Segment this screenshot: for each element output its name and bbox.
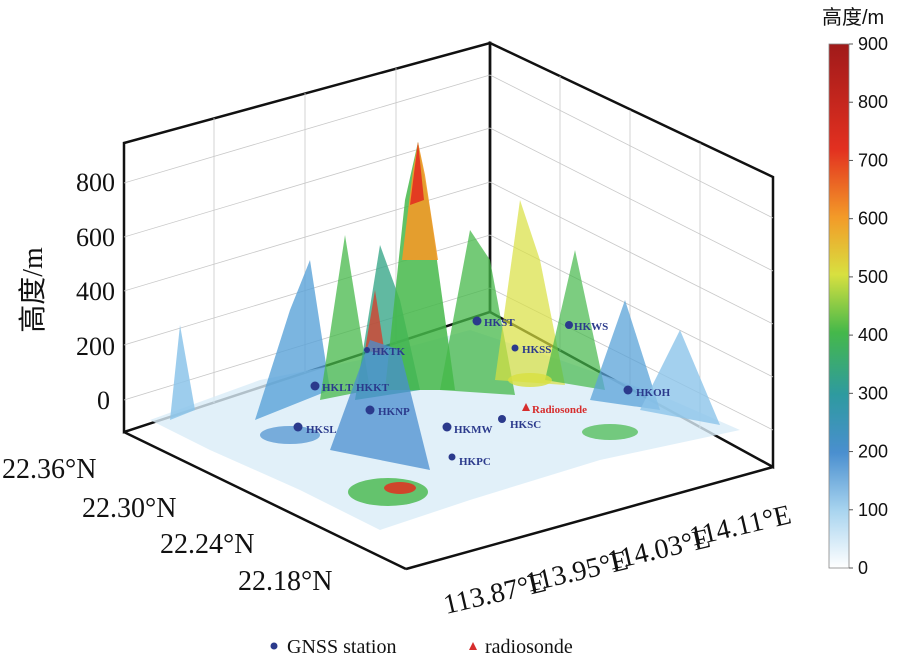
z-tick-label: 600 [76, 223, 115, 252]
gnss-station-marker [472, 316, 482, 326]
legend-gnss-marker [270, 642, 278, 650]
terrain-island-west [260, 426, 320, 444]
radiosonde-marker [522, 403, 530, 411]
terrain-ridge-b [320, 235, 370, 400]
y-tick-label: 22.18°N [238, 566, 332, 597]
gnss-station-label: HKKT [356, 382, 390, 394]
gnss-station-marker [442, 422, 452, 432]
terrain-ridge-h [640, 330, 720, 425]
z-tick-label: 800 [76, 168, 115, 197]
y-axis: 22.36°N 22.30°N 22.24°N 22.18°N [2, 454, 332, 597]
colorbar: 高度/m 0 100 200 300 400 500 600 700 800 900 [822, 6, 888, 578]
box-front-bottom-left-edge [123, 430, 407, 571]
x-axis: 113.87°E 113.95°E 114.03°E 114.11°E [441, 499, 795, 620]
colorbar-tick-label: 800 [858, 92, 888, 112]
gnss-station-marker [565, 321, 573, 329]
gnss-station-marker [448, 453, 456, 461]
y-tick-label: 22.36°N [2, 454, 96, 485]
radiosonde-label: Radiosonde [532, 404, 587, 416]
gnss-station-label: HKOH [636, 387, 671, 399]
terrain-ridge-a [255, 260, 330, 420]
z-axis: 800 600 400 200 0 高度/m [17, 168, 115, 415]
colorbar-tick-label: 500 [858, 267, 888, 287]
gnss-station-marker [498, 415, 506, 423]
colorbar-tick-label: 700 [858, 150, 888, 170]
gnss-station-marker [310, 381, 320, 391]
colorbar-tick-label: 600 [858, 209, 888, 229]
colorbar-gradient [828, 43, 850, 569]
terrain-south-hills [330, 340, 430, 470]
colorbar-title: 高度/m [822, 6, 884, 29]
legend-radiosonde-marker [469, 642, 477, 650]
x-tick-label: 114.11°E [687, 499, 795, 552]
gnss-station-label: HKSS [522, 344, 551, 356]
gnss-station-label: HKST [484, 317, 515, 329]
box-back-bottom-right-edge [123, 431, 407, 570]
z-tick-label: 0 [97, 386, 110, 415]
terrain-island-south [348, 478, 428, 506]
gnss-station-marker [623, 385, 633, 395]
legend: GNSS station radiosonde [270, 636, 573, 658]
gnss-station-label: HKNP [378, 406, 410, 418]
colorbar-ticks: 0 100 200 300 400 500 600 700 800 900 [849, 34, 888, 578]
gnss-stations: HKST HKWS HKSS HKTK HKLT HKKT HKOH HKNP … [293, 316, 671, 468]
colorbar-tick-label: 300 [858, 383, 888, 403]
box-front-bottom-right-edge [405, 465, 774, 571]
terrain-ridge-e [495, 200, 565, 385]
gnss-station-marker [365, 405, 375, 415]
gnss-station-label: HKMW [454, 424, 493, 436]
y-tick-label: 22.24°N [160, 529, 254, 560]
y-tick-label: 22.30°N [82, 493, 176, 524]
colorbar-tick-label: 100 [858, 500, 888, 520]
terrain-peak-main [385, 142, 455, 390]
gnss-station-marker [293, 422, 303, 432]
terrain-peak-main-tip [410, 142, 424, 205]
terrain-ridge-d [440, 230, 515, 395]
terrain-island-mid [508, 373, 552, 387]
terrain-red-spire [365, 290, 385, 355]
legend-radiosonde-label: radiosonde [485, 636, 573, 658]
terrain-ridge-g [590, 300, 660, 410]
gnss-station-label: HKLT [322, 382, 353, 394]
colorbar-tick-label: 0 [858, 558, 868, 578]
legend-gnss-label: GNSS station [287, 636, 396, 658]
gnss-station-label: HKTK [372, 346, 405, 358]
gnss-station-label: HKWS [574, 321, 608, 333]
gnss-station-marker [511, 344, 519, 352]
colorbar-tick-label: 200 [858, 442, 888, 462]
radiosonde: Radiosonde [522, 403, 587, 416]
z-axis-label: 高度/m [17, 247, 49, 333]
colorbar-tick-label: 900 [858, 34, 888, 54]
z-tick-label: 200 [76, 332, 115, 361]
terrain-surface [150, 142, 740, 530]
terrain-island-south-peak [384, 482, 416, 494]
z-tick-label: 400 [76, 277, 115, 306]
colorbar-tick-label: 400 [858, 325, 888, 345]
terrain-ridge-f [545, 250, 605, 390]
gnss-station-label: HKPC [459, 456, 491, 468]
terrain-island-east [582, 424, 638, 440]
gnss-station-marker [364, 347, 370, 353]
gnss-station-label: HKSC [510, 419, 541, 431]
gnss-station-label: HKSL [306, 424, 337, 436]
terrain-ridge-west [170, 325, 195, 420]
